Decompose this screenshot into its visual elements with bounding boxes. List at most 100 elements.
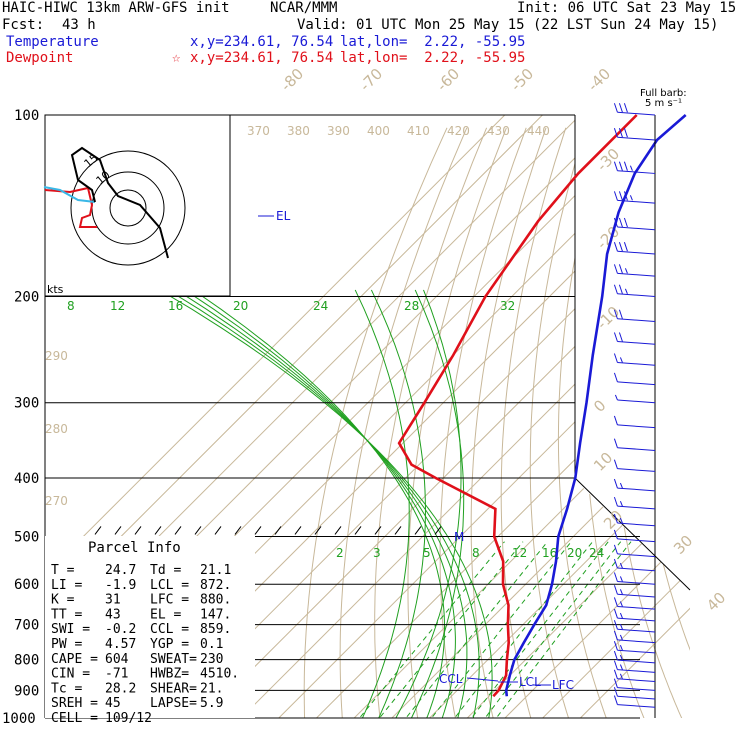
wind-barb-flag (613, 544, 618, 555)
parcel-value: -71 (105, 667, 128, 682)
hash-mark (114, 526, 122, 535)
isotherm-label: 30 (670, 532, 696, 558)
mixing-ratio-line (395, 541, 548, 718)
wind-barb-flag (623, 191, 628, 201)
wind-barb (617, 170, 656, 174)
parcel-value: -1.9 (105, 578, 136, 593)
parcel-value: 43 (105, 607, 121, 622)
hash-mark (434, 526, 442, 535)
isotherm-label: 20 (600, 507, 626, 533)
wind-barb-flag (613, 513, 618, 524)
ccl-tick (466, 677, 499, 682)
el-label: EL (276, 209, 291, 223)
dry-adiabat (529, 127, 586, 718)
wind-barb-flag (613, 161, 618, 171)
isotherm-line (567, 115, 690, 718)
wind-barb-flag (613, 438, 618, 448)
parcel-value: 24.7 (105, 563, 136, 578)
wind-barb-flag (618, 161, 623, 171)
wind-barb-flag (613, 620, 618, 630)
isotherm-label: 0 (590, 396, 609, 415)
theta-e-label: 16 (168, 299, 183, 313)
pressure-tick-label: 600 (14, 577, 39, 593)
dry-adiabat (735, 128, 740, 731)
barb-legend: 5 m s⁻¹ (645, 98, 682, 109)
parcel-key: LFC = (150, 593, 189, 608)
wind-barb (617, 399, 656, 404)
wind-barb-flag (613, 372, 618, 383)
wind-barb-flag (623, 217, 628, 228)
parcel-key: Tc = (51, 681, 82, 696)
hash-mark (414, 526, 422, 535)
temperature-latlon: lat,lon= 2.22, -55.95 (340, 34, 526, 50)
mixing-ratio-line (444, 541, 593, 718)
hodograph-ring (70, 150, 186, 266)
lcl-label: LCL (519, 675, 541, 689)
isotherm-line (378, 115, 690, 718)
dewpoint-xy: x,y=234.61, 76.54 (190, 50, 334, 66)
theta-e-label: 32 (500, 299, 515, 313)
theta-e-label: 24 (313, 299, 328, 313)
mixing-ratio-label: 2 (336, 546, 344, 560)
hash-mark (194, 526, 202, 535)
dewpoint-line (397, 114, 638, 698)
wind-barb-flag (619, 664, 623, 670)
parcel-key: SHEAR= (150, 681, 197, 696)
parcel-value: 21. (200, 681, 223, 696)
wind-barb-flag (613, 641, 618, 651)
parcel-key: SREH = (51, 696, 98, 711)
wind-barb (617, 678, 656, 683)
pressure-tick-label: 200 (14, 290, 39, 306)
wind-barb (617, 447, 656, 451)
wind-barb-flag (618, 103, 623, 113)
wind-barb-flag (613, 558, 618, 569)
wind-barb-flag (613, 309, 618, 319)
dry-adiabat (557, 127, 612, 718)
wind-barb-flag (613, 597, 618, 607)
wind-barb (617, 272, 656, 277)
hodograph-sfc (43, 186, 96, 203)
wind-barb-flag (623, 103, 628, 113)
hash-mark (154, 526, 162, 535)
wind-barb-flag (618, 128, 623, 138)
mixing-ratio-label: 5 (423, 546, 431, 560)
hash-mark (134, 526, 142, 535)
hash-mark (334, 526, 342, 535)
dry-adiabat (711, 128, 740, 731)
star-icon: ☆ (172, 50, 181, 66)
wind-barb (617, 318, 656, 322)
hash-mark (234, 526, 242, 535)
org-label: NCAR/MMM (270, 0, 338, 16)
parcel-value: 859. (200, 622, 231, 637)
parcel-key: LI = (51, 578, 82, 593)
wind-barb-flag (629, 195, 633, 201)
wind-barb-flag (613, 650, 618, 661)
wind-barb-flag (619, 601, 623, 607)
wind-barb-flag (613, 496, 618, 507)
parcel-value: 28.2 (105, 681, 136, 696)
wind-barb-flag (618, 242, 623, 252)
theta-e-label: 12 (110, 299, 125, 313)
parcel-key: LCL = (150, 578, 189, 593)
wind-barb-flag (619, 500, 623, 507)
parcel-key: TT = (51, 607, 82, 622)
pressure-tick-label: 500 (14, 529, 39, 545)
pressure-tick-label: 900 (14, 683, 39, 699)
wind-barb (617, 659, 656, 664)
wind-barb-flag (619, 357, 623, 363)
wind-barb-flag (618, 332, 623, 342)
wind-barb-flag (619, 673, 623, 679)
wind-barb-flag (613, 669, 618, 679)
parcel-value: 109/12 (105, 711, 152, 726)
init-time: Init: 06 UTC Sat 23 May 15 (517, 0, 737, 16)
parcel-value: 0.1 (200, 637, 223, 652)
wind-barb (617, 605, 656, 610)
parcel-info-box (45, 536, 255, 718)
wind-barb-flag (619, 576, 623, 582)
pressure-tick-label: 100 (14, 108, 39, 124)
wind-barb (617, 639, 656, 644)
hash-mark (354, 526, 362, 535)
parcel-value: 5.9 (200, 696, 223, 711)
wind-barb (617, 687, 656, 691)
